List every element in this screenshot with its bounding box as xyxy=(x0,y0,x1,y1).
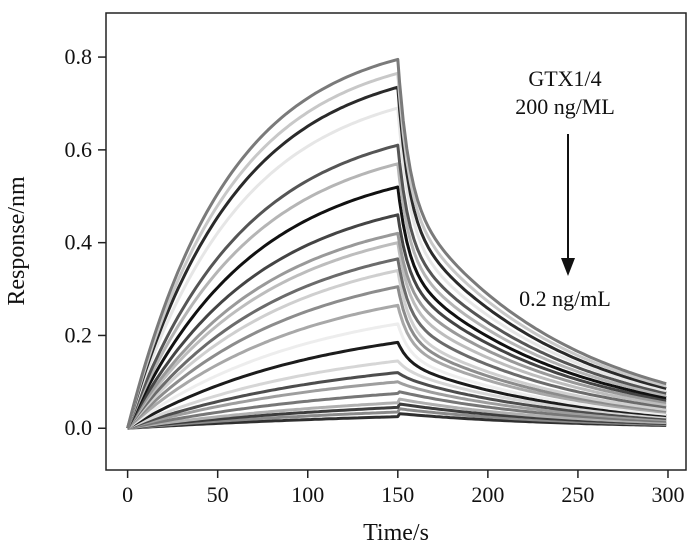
x-tick-label: 250 xyxy=(561,482,594,507)
series-line-curve-7 xyxy=(126,185,667,429)
y-axis-ticks: 0.0 0.2 0.4 0.6 0.8 xyxy=(65,44,106,440)
annotation-top-line1: GTX1/4 xyxy=(528,66,601,91)
y-axis-title: Response/nm xyxy=(4,176,30,306)
series-line-curve-17 xyxy=(126,359,667,430)
series-line-curve-23 xyxy=(127,407,667,430)
series-line-curve-18 xyxy=(127,371,667,430)
series-line-curve-6 xyxy=(126,162,667,429)
series-line-curve-14 xyxy=(126,303,667,430)
y-tick-label: 0.6 xyxy=(65,137,93,162)
series-line-curve-21 xyxy=(127,397,667,430)
series-line-curve-10 xyxy=(126,241,667,430)
x-axis-ticks: 0 50 100 150 200 250 300 xyxy=(122,470,684,507)
x-tick-label: 200 xyxy=(471,482,504,507)
series-line-curve-5 xyxy=(126,143,667,429)
annotation-arrow-head xyxy=(561,258,575,276)
x-tick-label: 50 xyxy=(207,482,229,507)
series-line-curve-24 xyxy=(127,412,667,430)
y-tick-label: 0.4 xyxy=(65,230,93,255)
annotation-top-line2: 200 ng/ML xyxy=(515,94,615,119)
x-tick-label: 100 xyxy=(291,482,324,507)
series-layer xyxy=(126,57,667,430)
series-line-curve-15 xyxy=(126,322,667,430)
series-line-curve-13 xyxy=(126,285,667,430)
x-tick-label: 150 xyxy=(381,482,414,507)
series-line-curve-20 xyxy=(127,390,667,430)
series-line-curve-12 xyxy=(126,269,667,430)
x-axis-title: Time/s xyxy=(363,520,429,546)
series-line-curve-11 xyxy=(126,257,667,430)
plot-frame xyxy=(105,12,687,471)
y-tick-label: 0.0 xyxy=(65,415,93,440)
x-tick-label: 300 xyxy=(651,482,684,507)
series-line-curve-8 xyxy=(126,213,667,429)
series-line-curve-19 xyxy=(127,380,667,430)
series-line-curve-1 xyxy=(126,57,667,429)
series-line-curve-16 xyxy=(126,340,667,430)
series-line-curve-22 xyxy=(127,402,667,430)
annotation-bottom: 0.2 ng/mL xyxy=(519,286,611,311)
y-tick-label: 0.8 xyxy=(65,44,93,69)
series-line-curve-4 xyxy=(126,106,667,429)
series-line-curve-9 xyxy=(126,231,667,429)
y-tick-label: 0.2 xyxy=(65,322,93,347)
x-tick-label: 0 xyxy=(122,482,133,507)
